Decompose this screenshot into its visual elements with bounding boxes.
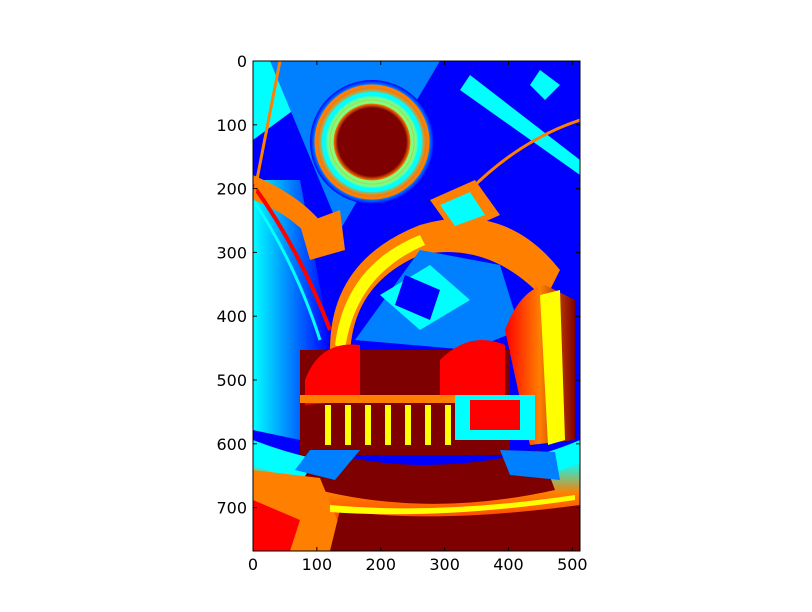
y-tick-label: 500 xyxy=(216,371,247,390)
x-tick-label: 300 xyxy=(429,555,460,574)
y-tick-label: 600 xyxy=(216,435,247,454)
y-axis-tick-labels: 0 100 200 300 400 500 600 700 xyxy=(216,52,247,518)
y-tick-label: 700 xyxy=(216,499,247,518)
x-axis-ticks xyxy=(252,61,573,551)
plot-frame xyxy=(252,60,581,552)
x-tick-label: 0 xyxy=(248,555,258,574)
y-tick-label: 100 xyxy=(216,116,247,135)
x-axis-tick-labels: 0 100 200 300 400 500 xyxy=(248,555,588,574)
y-tick-label: 300 xyxy=(216,243,247,262)
x-tick-label: 500 xyxy=(557,555,588,574)
y-tick-label: 400 xyxy=(216,307,247,326)
x-tick-label: 100 xyxy=(302,555,333,574)
y-tick-label: 200 xyxy=(216,180,247,199)
heatmap-image xyxy=(253,61,580,551)
x-tick-label: 200 xyxy=(365,555,396,574)
y-axis-ticks xyxy=(253,60,580,509)
x-tick-label: 400 xyxy=(493,555,524,574)
y-tick-label: 0 xyxy=(237,52,247,71)
